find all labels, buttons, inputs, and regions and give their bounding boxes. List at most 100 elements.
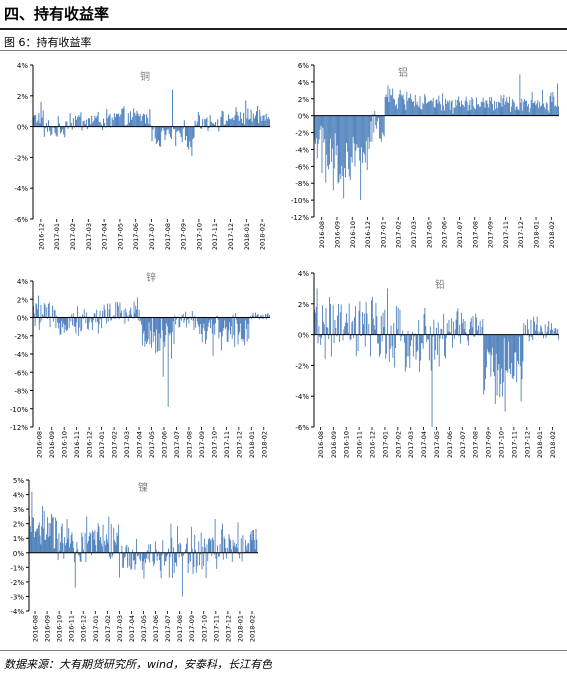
bar — [172, 547, 174, 553]
bar — [462, 105, 464, 116]
bar — [228, 317, 230, 331]
bar — [379, 115, 380, 139]
bar — [156, 552, 158, 561]
bar — [253, 539, 255, 553]
x-tick-label: 2017-04 — [101, 223, 109, 250]
bar — [186, 537, 188, 553]
bar — [248, 317, 250, 339]
bar — [200, 317, 202, 325]
bar — [128, 314, 130, 318]
bar — [502, 98, 504, 116]
bar — [415, 104, 417, 116]
bar — [458, 96, 460, 116]
bar — [43, 303, 45, 318]
bar — [262, 115, 264, 127]
bar — [444, 334, 446, 359]
bar — [434, 334, 436, 360]
bar — [456, 311, 458, 335]
bar — [60, 542, 61, 553]
bar — [443, 314, 445, 335]
bar — [50, 316, 52, 318]
bar — [111, 317, 113, 321]
bar — [244, 317, 246, 346]
x-tick-label: 2018-02 — [549, 431, 557, 458]
bar — [67, 126, 69, 129]
bar — [371, 300, 372, 335]
caption-rule — [0, 50, 567, 51]
bar — [40, 304, 42, 318]
bar — [501, 334, 503, 397]
bar — [170, 317, 172, 333]
x-tick-label: 2016-10 — [343, 431, 351, 458]
bar — [123, 106, 125, 127]
bar — [202, 317, 204, 329]
bar — [200, 532, 202, 553]
bar — [433, 106, 435, 116]
bar — [118, 113, 120, 127]
y-tick-label: -6% — [295, 163, 309, 171]
bar — [60, 526, 62, 553]
bar — [400, 334, 402, 342]
bar — [412, 100, 414, 116]
bar — [168, 126, 170, 134]
bar — [377, 115, 379, 122]
bar — [318, 115, 320, 140]
bar — [118, 524, 120, 553]
bar — [85, 317, 87, 324]
bar — [516, 106, 518, 116]
bar — [223, 125, 225, 127]
y-tick-label: 2% — [13, 521, 24, 529]
bar — [46, 517, 48, 553]
y-tick-label: -2% — [14, 154, 28, 162]
bar — [515, 334, 517, 353]
bar — [40, 101, 42, 127]
bar — [213, 317, 215, 325]
bar — [527, 329, 529, 335]
bar — [398, 94, 400, 116]
bar — [216, 315, 218, 318]
chart-title: 镍 — [138, 481, 148, 494]
bar — [87, 317, 88, 329]
bar — [139, 114, 141, 127]
bar — [146, 550, 148, 553]
bar — [183, 120, 185, 127]
bar — [169, 317, 171, 336]
bar — [399, 309, 401, 335]
bar — [468, 104, 470, 116]
bar — [33, 116, 35, 127]
bar — [67, 538, 69, 553]
bar — [152, 552, 154, 562]
bar — [408, 97, 410, 116]
bar — [117, 305, 119, 318]
bar — [222, 523, 223, 553]
bar — [36, 528, 38, 553]
bar — [347, 332, 349, 335]
bar — [555, 105, 557, 116]
bar — [432, 97, 434, 116]
bar — [554, 327, 556, 335]
bar — [542, 331, 543, 335]
bar — [247, 108, 249, 127]
y-tick-label: 6% — [298, 62, 309, 70]
bar — [187, 317, 189, 320]
y-tick-label: 0% — [13, 550, 24, 558]
bar — [53, 548, 55, 553]
bar — [191, 310, 193, 318]
y-tick-label: 4% — [13, 492, 24, 500]
bar — [265, 313, 266, 318]
bar — [98, 317, 100, 325]
bar — [422, 102, 424, 116]
bar — [355, 115, 357, 151]
bar — [134, 112, 136, 127]
bar — [381, 334, 383, 342]
bar — [402, 330, 404, 335]
bar — [390, 325, 392, 335]
bar — [172, 317, 174, 322]
bar — [406, 91, 408, 116]
bar — [520, 334, 522, 402]
bar — [442, 334, 444, 340]
bar — [224, 317, 226, 321]
bar — [438, 95, 440, 116]
bar — [194, 120, 196, 127]
bar — [197, 317, 199, 325]
